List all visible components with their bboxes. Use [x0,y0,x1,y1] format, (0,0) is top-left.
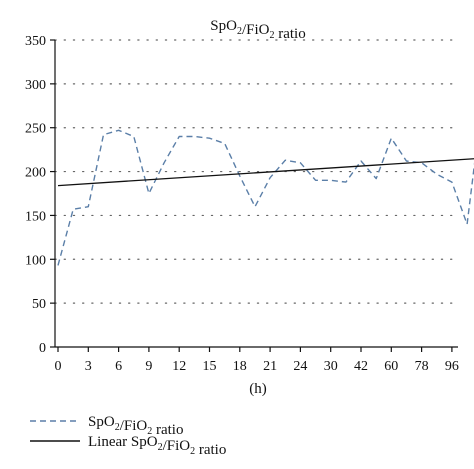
x-tick-label: 96 [445,359,459,374]
y-tick-label: 250 [25,122,46,137]
y-axis-ticks: 0 50 100 150 200 250 300 350 [25,34,55,356]
x-tick-label: 6 [115,359,122,374]
y-tick-label: 50 [32,297,46,312]
x-tick-label: 30 [324,359,338,374]
x-tick-label: 12 [172,359,186,374]
y-tick-label: 350 [25,34,46,49]
x-tick-label: 21 [263,359,277,374]
x-tick-label: 15 [203,359,217,374]
series-line-2 [57,158,474,187]
x-tick-label: 9 [145,359,152,374]
x-axis-ticks: 0 3 6 9 12 15 18 21 24 30 42 60 78 96 (h) [55,347,459,397]
x-tick-label: 24 [293,359,307,374]
legend-label-2: Linear SpO2/FiO2 ratio [88,434,226,458]
x-tick-label: 42 [354,359,368,374]
y-tick-label: 100 [25,253,46,268]
chart-title-text: SpO2/FiO2 ratio [210,18,305,42]
y-tick-label: 150 [25,209,46,224]
chart-title: SpO2/FiO2 ratio [210,18,305,42]
y-tick-label: 200 [25,166,46,181]
legend-label-1: SpO2/FiO2 ratio [88,414,183,438]
y-tick-label: 300 [25,78,46,93]
axes [54,40,458,348]
grid-lines [54,39,459,304]
x-tick-label: 18 [233,359,247,374]
x-axis-label: (h) [249,381,267,397]
series-lines [57,129,474,266]
y-tick-label: 0 [39,341,46,356]
series-line-1 [57,129,474,266]
x-tick-label: 0 [55,359,62,374]
x-tick-label: 78 [415,359,429,374]
x-tick-label: 3 [85,359,92,374]
x-tick-label: 60 [384,359,398,374]
